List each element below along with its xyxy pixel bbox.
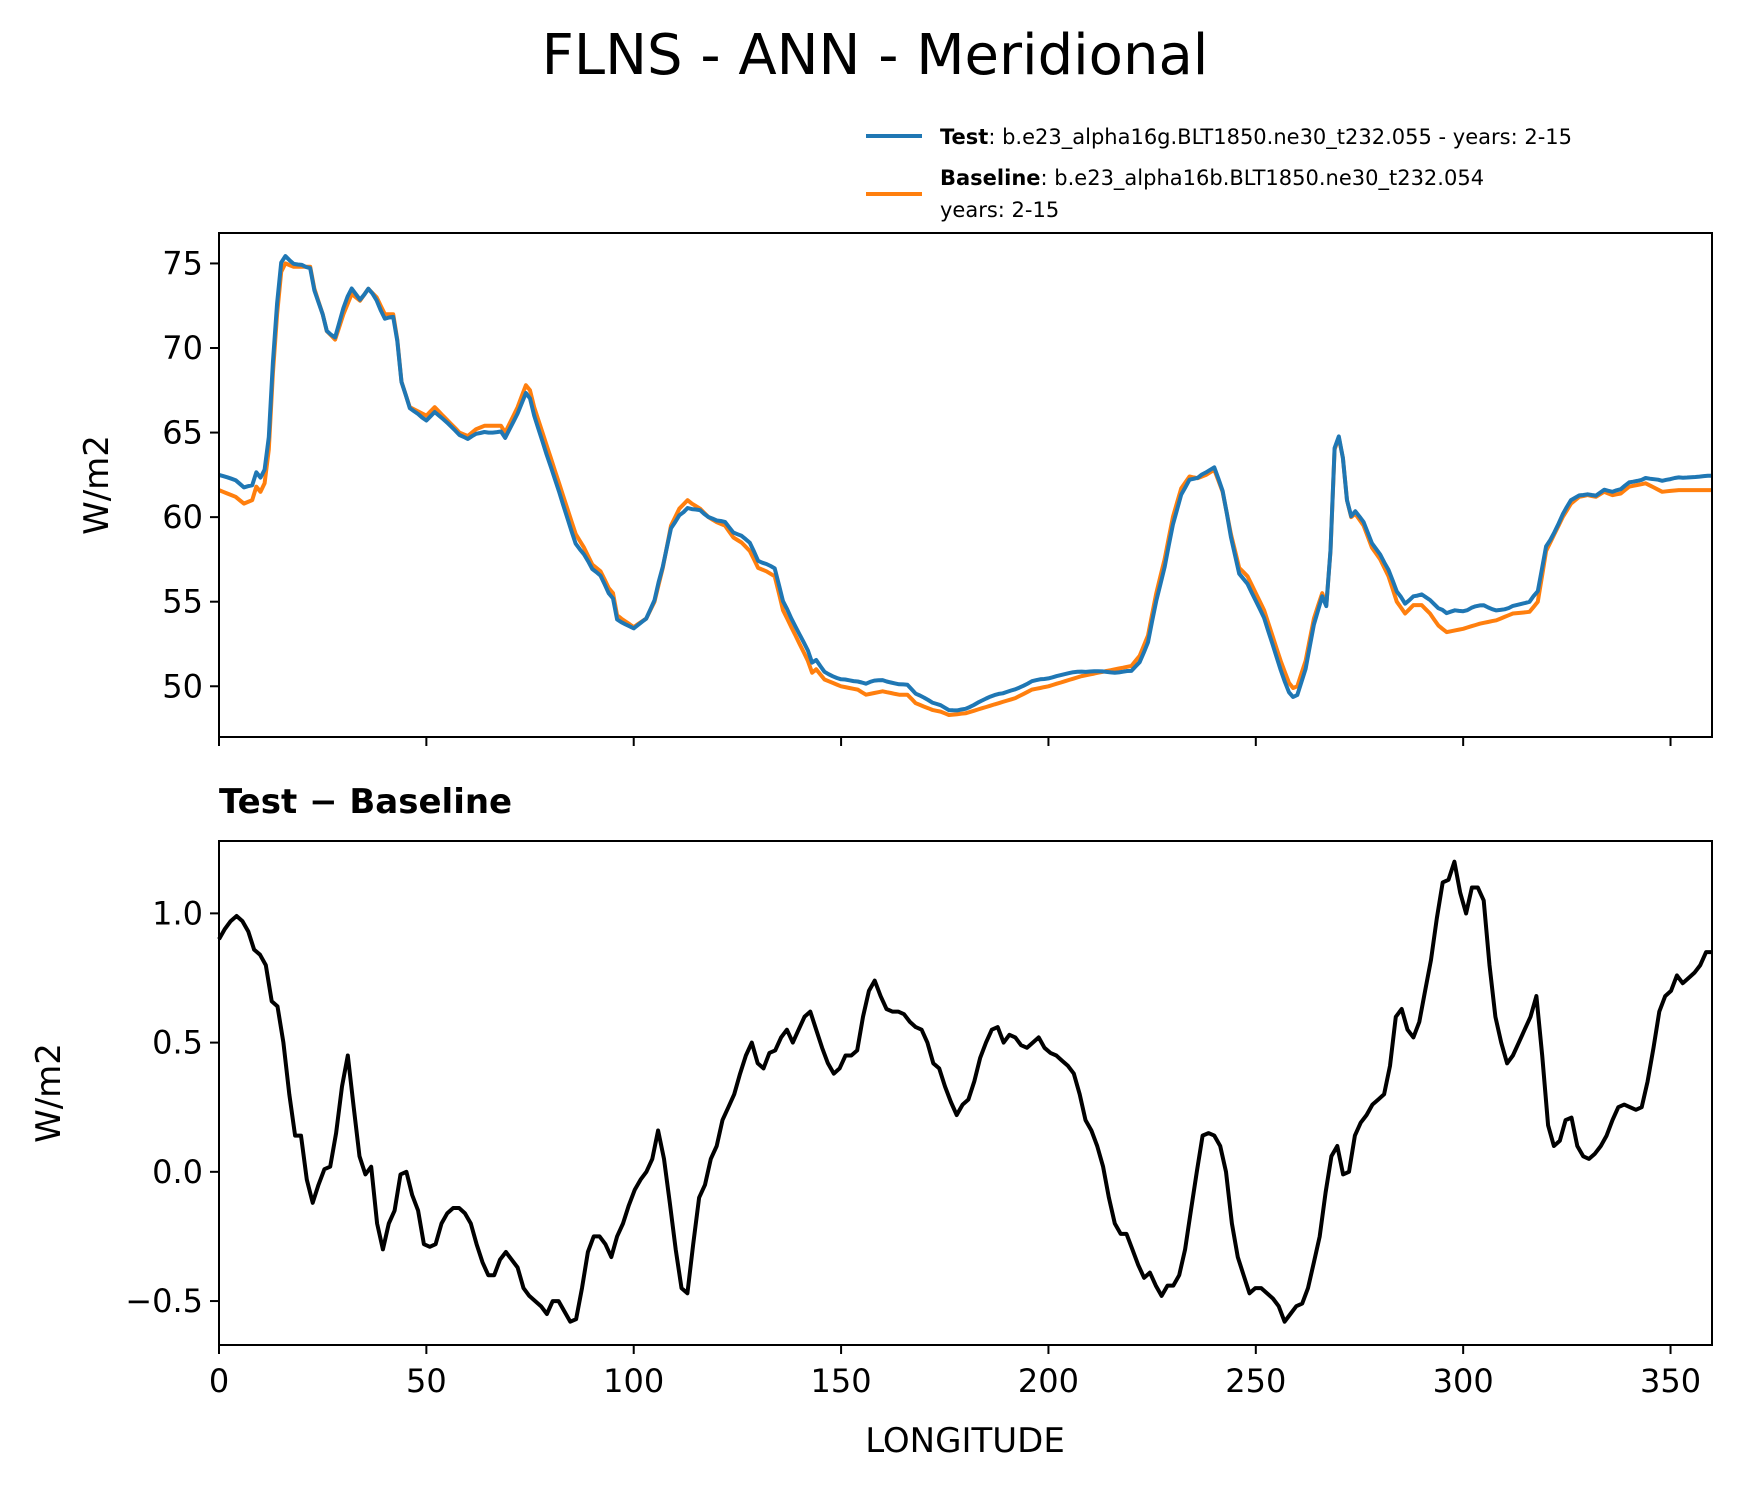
legend-baseline-label: Baseline: b.e23_alpha16b.BLT1850.ne30_t2… — [940, 166, 1484, 191]
difference-series-line — [217, 859, 1712, 1324]
legend-test-name: Test — [940, 125, 988, 149]
x-tick-label: 250 — [1225, 1362, 1286, 1400]
legend-test-label: Test: b.e23_alpha16g.BLT1850.ne30_t232.0… — [940, 125, 1572, 150]
legend-baseline-sep: : — [1041, 166, 1055, 190]
legend-baseline-name: Baseline — [940, 166, 1041, 190]
test-series-line — [218, 254, 1712, 713]
bottom-y-tick-label: 0.0 — [152, 1153, 203, 1191]
top-y-axis-label: W/m2 — [77, 435, 117, 535]
legend-test-text: b.e23_alpha16g.BLT1850.ne30_t232.055 - y… — [1002, 125, 1572, 150]
baseline-series-line — [218, 261, 1712, 717]
top-y-ticks: 50 55 60 65 70 75 — [162, 244, 219, 705]
difference-panel-title: Test − Baseline — [219, 782, 512, 822]
legend-baseline-years: years: 2-15 — [940, 198, 1059, 222]
top-plot-frame — [218, 232, 1713, 738]
bottom-y-tick-label: 0.5 — [152, 1024, 203, 1062]
x-tick-label: 350 — [1640, 1362, 1701, 1400]
x-tick-label: 200 — [1018, 1362, 1079, 1400]
bottom-y-ticks: −0.5 0.0 0.5 1.0 — [125, 894, 219, 1320]
top-x-ticks — [218, 737, 1672, 746]
top-panel: 50 55 60 65 70 75 W/m2 — [77, 232, 1713, 746]
x-tick-label: 150 — [811, 1362, 872, 1400]
x-tick-label: 50 — [406, 1362, 447, 1400]
top-y-tick-label: 70 — [162, 329, 203, 367]
bottom-plot-frame — [218, 840, 1713, 1346]
bottom-y-tick-label: 1.0 — [152, 894, 203, 932]
top-y-tick-label: 55 — [162, 583, 203, 621]
bottom-x-ticks: 0 50 100 150 200 250 300 350 — [209, 1345, 1701, 1400]
bottom-panel: Test − Baseline −0.5 0.0 0.5 1.0 0 50 100 150 2… — [29, 782, 1713, 1461]
legend: Test: b.e23_alpha16g.BLT1850.ne30_t232.0… — [866, 125, 1572, 222]
bottom-y-axis-label: W/m2 — [29, 1043, 69, 1143]
legend-baseline-text: b.e23_alpha16b.BLT1850.ne30_t232.054 — [1054, 166, 1484, 191]
top-y-tick-label: 65 — [162, 414, 203, 452]
legend-test-sep: : — [988, 125, 1002, 149]
top-y-tick-label: 75 — [162, 244, 203, 282]
top-y-tick-label: 50 — [162, 667, 203, 705]
x-tick-label: 0 — [209, 1362, 229, 1400]
x-tick-label: 300 — [1433, 1362, 1494, 1400]
top-y-tick-label: 60 — [162, 498, 203, 536]
x-axis-label: LONGITUDE — [865, 1421, 1065, 1461]
bottom-y-tick-label: −0.5 — [125, 1282, 203, 1320]
x-tick-label: 100 — [603, 1362, 664, 1400]
chart-title: FLNS - ANN - Meridional — [542, 23, 1209, 88]
